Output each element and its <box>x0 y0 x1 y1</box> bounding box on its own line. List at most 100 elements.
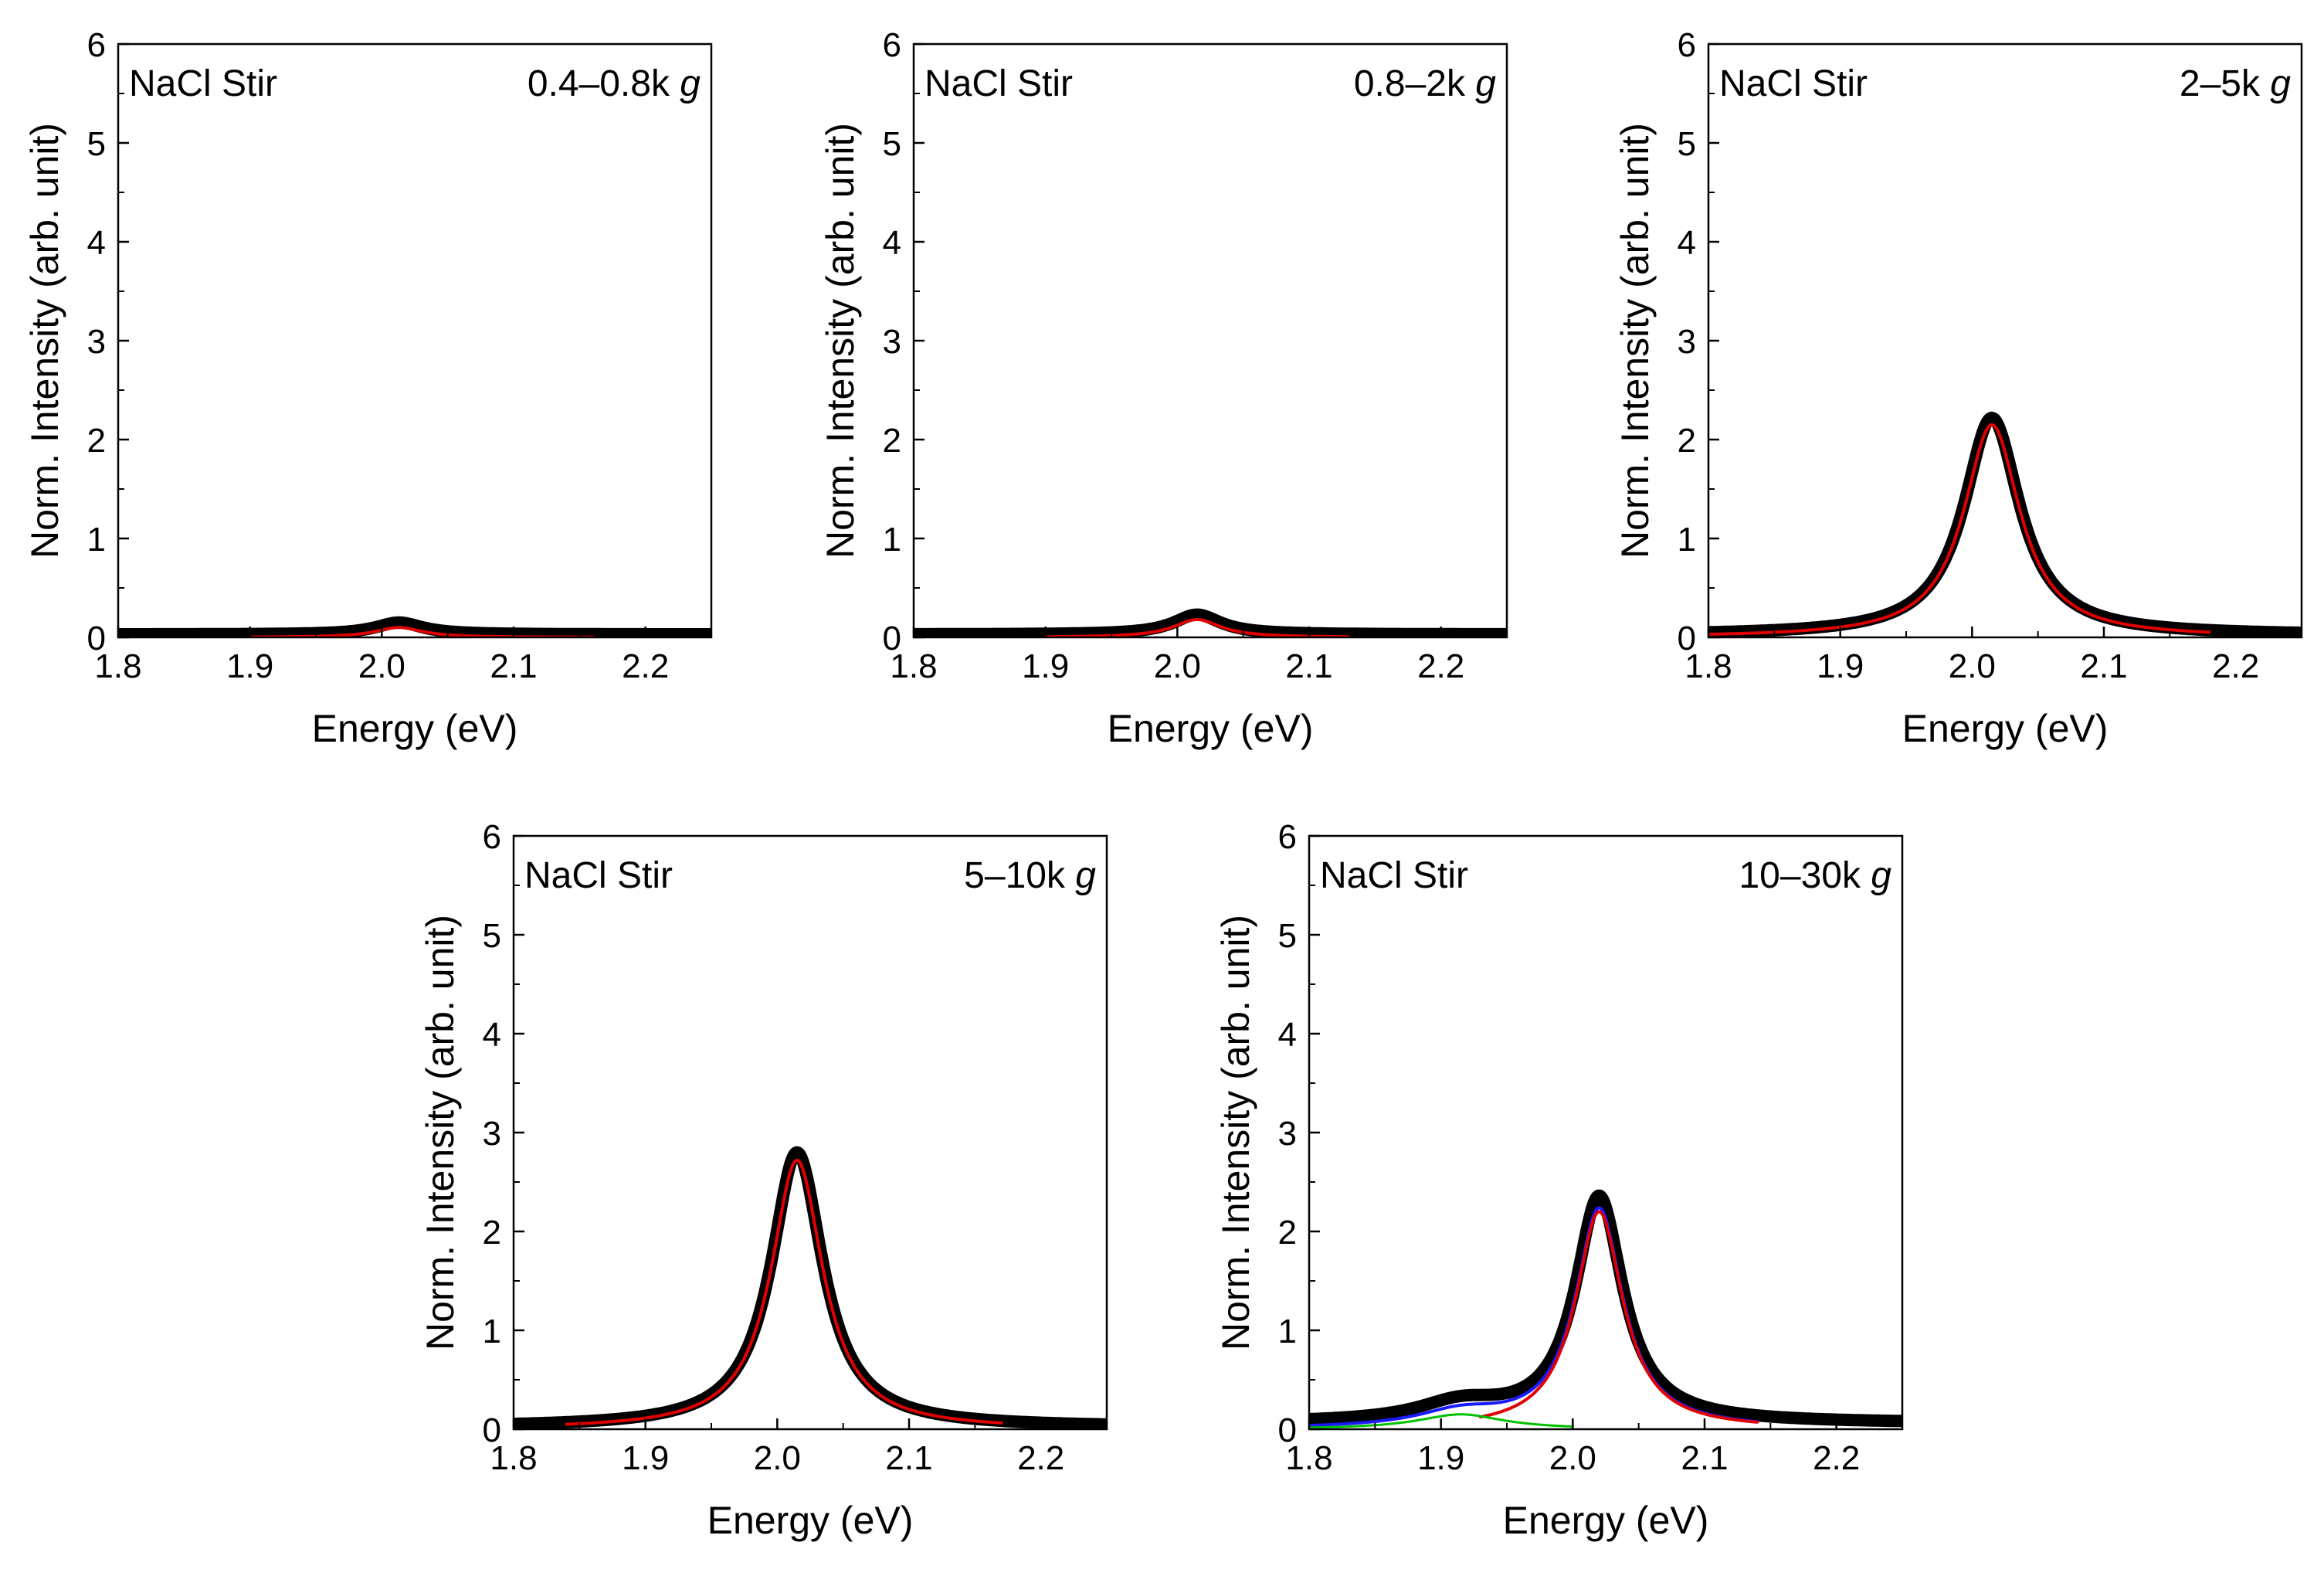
plot-frame <box>512 834 1108 1431</box>
plot-frame <box>1707 42 2303 639</box>
y-tick-label: 1 <box>1278 1313 1297 1350</box>
x-tick-label: 2.2 <box>1017 1439 1064 1477</box>
y-tick-label: 4 <box>883 224 901 262</box>
x-tick-label: 1.8 <box>1684 647 1732 685</box>
y-tick-label: 6 <box>1678 26 1696 64</box>
y-tick-label: 2 <box>883 422 901 460</box>
x-tick-label: 1.8 <box>94 647 141 685</box>
y-tick-label: 0 <box>1278 1411 1297 1449</box>
x-tick-label: 2.1 <box>2080 647 2127 685</box>
sample-label: NaCl Stir <box>1719 63 1868 104</box>
y-axis-label: Norm. Intensity (arb. unit) <box>419 915 462 1350</box>
x-tick-label: 2.0 <box>754 1439 801 1477</box>
series-data-line <box>1309 1189 1902 1428</box>
y-axis-label: Norm. Intensity (arb. unit) <box>819 123 862 559</box>
x-axis-label: Energy (eV) <box>1902 707 2109 750</box>
x-tick-label: 2.2 <box>1813 1439 1860 1477</box>
sample-label: NaCl Stir <box>1320 855 1468 896</box>
x-tick-label: 1.9 <box>1022 647 1069 685</box>
chart-panel-1: 1.8 1.9 2.0 2.1 2.2 0 1 2 3 4 5 6 Energy (eV) Norm. I… <box>23 26 713 750</box>
y-tick-label: 2 <box>483 1214 501 1252</box>
x-tick-label: 2.2 <box>1417 647 1464 685</box>
sample-label: NaCl Stir <box>524 855 673 896</box>
plot-frame <box>117 42 713 639</box>
series-data-line <box>1708 411 2302 637</box>
x-tick-label: 2.0 <box>1154 647 1201 685</box>
sample-label: NaCl Stir <box>925 63 1073 104</box>
y-tick-label: 5 <box>87 125 106 163</box>
y-tick-label: 6 <box>483 818 501 856</box>
x-tick-label: 2.2 <box>622 647 669 685</box>
fraction-label: 2–5k g <box>2180 63 2291 104</box>
x-tick-label: 2.0 <box>358 647 405 685</box>
y-tick-label: 3 <box>1278 1115 1297 1153</box>
y-tick-label: 3 <box>87 323 106 361</box>
series-group <box>914 608 1507 637</box>
y-tick-label: 0 <box>483 1411 501 1449</box>
x-tick-label: 2.1 <box>490 647 537 685</box>
y-tick-label: 4 <box>1678 224 1696 262</box>
y-tick-label: 2 <box>1678 422 1696 460</box>
series-fit-line <box>565 1158 1003 1426</box>
y-axis-label: Norm. Intensity (arb. unit) <box>1613 123 1657 559</box>
x-axis-label: Energy (eV) <box>707 1499 914 1542</box>
y-tick-label: 5 <box>1278 917 1297 955</box>
series-fit-line <box>1043 618 1351 637</box>
series-group <box>1708 411 2302 637</box>
series-data-line <box>914 608 1507 637</box>
x-axis-label: Energy (eV) <box>312 707 518 750</box>
x-tick-label: 1.9 <box>226 647 273 685</box>
series-data-line <box>118 616 711 637</box>
y-tick-label: 1 <box>87 521 106 559</box>
y-axis-label: Norm. Intensity (arb. unit) <box>1214 915 1257 1350</box>
plot-frame <box>1308 834 1904 1431</box>
series-group <box>1309 1189 1902 1429</box>
chart-panel-5: 1.8 1.9 2.0 2.1 2.2 0 1 2 3 4 5 6 Energy (eV) Norm. I… <box>1214 818 1904 1542</box>
plot-frame <box>912 42 1508 639</box>
x-tick-label: 1.9 <box>622 1439 669 1477</box>
y-tick-label: 0 <box>1678 620 1696 657</box>
y-tick-label: 1 <box>483 1313 501 1350</box>
series-fit-line <box>1478 1210 1759 1424</box>
y-tick-label: 0 <box>87 620 106 657</box>
y-tick-label: 5 <box>1678 125 1696 163</box>
y-tick-label: 3 <box>1678 323 1696 361</box>
series-fit-line <box>1708 423 2211 636</box>
x-tick-label: 2.1 <box>1681 1439 1728 1477</box>
x-tick-label: 1.8 <box>1285 1439 1332 1477</box>
fraction-label: 5–10k g <box>964 855 1096 896</box>
fraction-label: 0.4–0.8k g <box>528 63 701 104</box>
x-tick-label: 2.0 <box>1549 1439 1596 1477</box>
sample-label: NaCl Stir <box>129 63 277 104</box>
y-tick-label: 4 <box>483 1016 501 1054</box>
x-axis-label: Energy (eV) <box>1503 1499 1709 1542</box>
series-group <box>118 616 711 637</box>
y-tick-label: 4 <box>87 224 106 262</box>
y-tick-label: 0 <box>883 620 901 657</box>
series-fit-component-line <box>1309 1413 1574 1429</box>
y-tick-label: 5 <box>883 125 901 163</box>
x-tick-label: 2.1 <box>885 1439 932 1477</box>
y-axis-label: Norm. Intensity (arb. unit) <box>23 123 66 559</box>
chart-panel-3: 1.8 1.9 2.0 2.1 2.2 0 1 2 3 4 5 6 Energy (eV) Norm. I… <box>1613 26 2303 750</box>
fraction-label: 10–30k g <box>1739 855 1891 896</box>
series-group <box>514 1146 1107 1429</box>
y-tick-label: 3 <box>883 323 901 361</box>
fraction-label: 0.8–2k g <box>1354 63 1496 104</box>
y-tick-label: 5 <box>483 917 501 955</box>
y-tick-label: 1 <box>1678 521 1696 559</box>
x-tick-label: 2.0 <box>1949 647 1996 685</box>
y-tick-label: 6 <box>87 26 106 64</box>
x-tick-label: 1.9 <box>1417 1439 1464 1477</box>
x-axis-label: Energy (eV) <box>1108 707 1314 750</box>
chart-panel-4: 1.8 1.9 2.0 2.1 2.2 0 1 2 3 4 5 6 Energy (eV) Norm. I… <box>419 818 1108 1542</box>
y-tick-label: 1 <box>883 521 901 559</box>
y-tick-label: 6 <box>883 26 901 64</box>
x-tick-label: 1.8 <box>890 647 937 685</box>
x-tick-label: 2.2 <box>2212 647 2259 685</box>
y-tick-label: 4 <box>1278 1016 1297 1054</box>
chart-panel-2: 1.8 1.9 2.0 2.1 2.2 0 1 2 3 4 5 6 Energy (eV) Norm. I… <box>819 26 1508 750</box>
x-tick-label: 1.9 <box>1817 647 1864 685</box>
y-tick-label: 2 <box>87 422 106 460</box>
